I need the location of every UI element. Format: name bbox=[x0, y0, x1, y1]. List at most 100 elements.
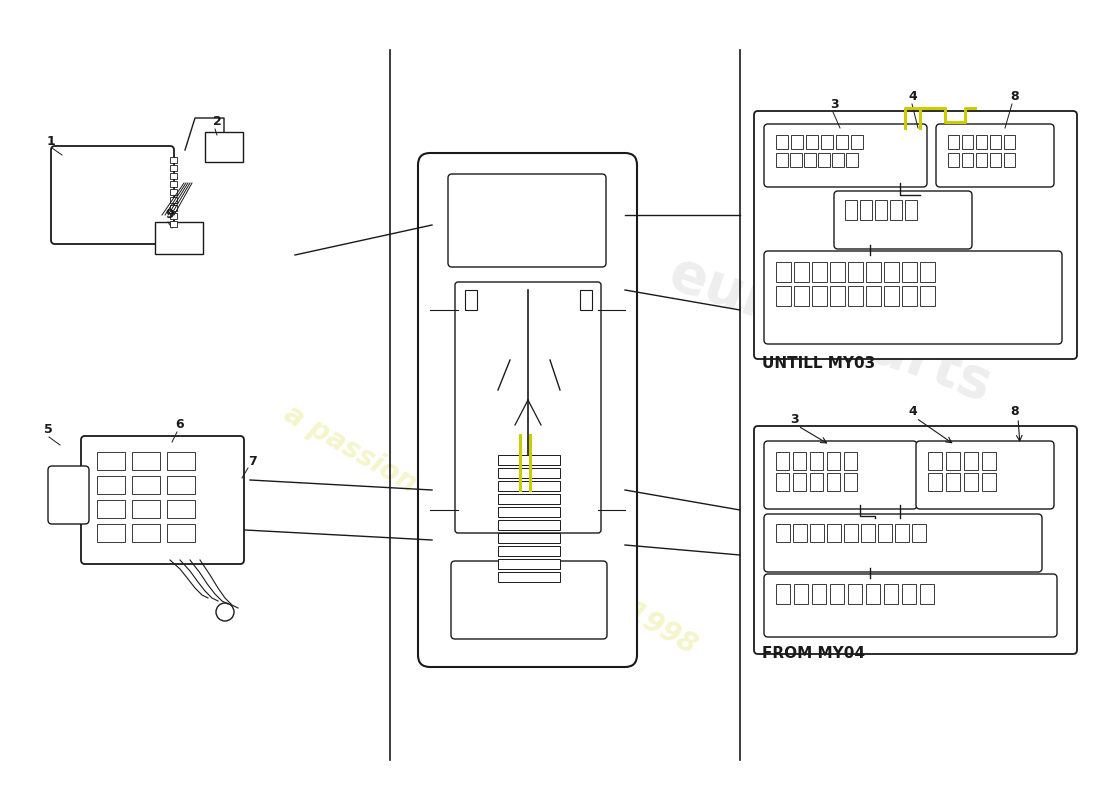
Bar bbox=[848, 584, 862, 604]
Bar bbox=[982, 452, 996, 470]
Bar bbox=[895, 524, 909, 542]
Bar bbox=[844, 524, 858, 542]
Text: 6: 6 bbox=[175, 418, 184, 431]
Bar bbox=[861, 524, 875, 542]
Bar bbox=[848, 286, 864, 306]
Bar bbox=[851, 135, 864, 149]
Bar bbox=[776, 452, 789, 470]
Text: 1: 1 bbox=[47, 135, 56, 148]
Bar bbox=[827, 524, 842, 542]
Text: 3: 3 bbox=[790, 413, 799, 426]
Bar bbox=[810, 452, 823, 470]
Bar bbox=[776, 153, 788, 167]
FancyBboxPatch shape bbox=[754, 426, 1077, 654]
FancyBboxPatch shape bbox=[81, 436, 244, 564]
FancyBboxPatch shape bbox=[754, 111, 1077, 359]
Bar bbox=[806, 135, 818, 149]
Bar bbox=[167, 476, 195, 494]
Bar bbox=[793, 524, 807, 542]
Bar bbox=[170, 221, 177, 227]
Bar bbox=[465, 290, 477, 310]
Bar bbox=[920, 584, 934, 604]
Bar bbox=[866, 262, 881, 282]
FancyBboxPatch shape bbox=[451, 561, 607, 639]
Bar bbox=[818, 153, 830, 167]
Bar bbox=[962, 135, 974, 149]
FancyBboxPatch shape bbox=[418, 153, 637, 667]
Bar bbox=[928, 473, 942, 491]
Bar bbox=[132, 500, 160, 518]
Bar bbox=[928, 452, 942, 470]
Text: 8: 8 bbox=[1010, 90, 1019, 103]
Bar bbox=[905, 200, 917, 220]
Bar bbox=[946, 452, 960, 470]
Bar bbox=[498, 455, 560, 465]
FancyBboxPatch shape bbox=[764, 514, 1042, 572]
FancyBboxPatch shape bbox=[764, 124, 927, 187]
Text: 5: 5 bbox=[44, 423, 53, 436]
Bar bbox=[580, 290, 592, 310]
Bar bbox=[132, 524, 160, 542]
Bar bbox=[790, 153, 802, 167]
Bar bbox=[776, 286, 791, 306]
Bar bbox=[964, 473, 978, 491]
Bar bbox=[97, 452, 125, 470]
FancyBboxPatch shape bbox=[51, 146, 174, 244]
FancyBboxPatch shape bbox=[448, 174, 606, 267]
FancyBboxPatch shape bbox=[834, 191, 972, 249]
Bar bbox=[830, 286, 845, 306]
Bar bbox=[830, 262, 845, 282]
Text: 8: 8 bbox=[1010, 405, 1019, 418]
Bar bbox=[793, 473, 806, 491]
Bar bbox=[170, 205, 177, 211]
Bar bbox=[982, 473, 996, 491]
Bar bbox=[990, 153, 1001, 167]
Bar bbox=[167, 524, 195, 542]
Bar bbox=[920, 262, 935, 282]
Bar bbox=[821, 135, 833, 149]
Bar bbox=[791, 135, 803, 149]
FancyBboxPatch shape bbox=[764, 251, 1062, 344]
Bar bbox=[920, 286, 935, 306]
Bar bbox=[902, 584, 916, 604]
Bar bbox=[866, 584, 880, 604]
FancyBboxPatch shape bbox=[764, 574, 1057, 637]
FancyBboxPatch shape bbox=[916, 441, 1054, 509]
Bar bbox=[884, 584, 898, 604]
Bar bbox=[874, 200, 887, 220]
Bar bbox=[498, 507, 560, 517]
Bar bbox=[170, 189, 177, 195]
Bar bbox=[845, 200, 857, 220]
Bar bbox=[1004, 153, 1015, 167]
Bar bbox=[132, 452, 160, 470]
Bar bbox=[810, 473, 823, 491]
Text: 9: 9 bbox=[165, 208, 174, 221]
Bar bbox=[498, 520, 560, 530]
Bar bbox=[97, 476, 125, 494]
Bar bbox=[794, 286, 808, 306]
Bar bbox=[827, 473, 840, 491]
Bar bbox=[844, 473, 857, 491]
Bar bbox=[776, 524, 790, 542]
Bar bbox=[498, 546, 560, 556]
Bar bbox=[946, 473, 960, 491]
Text: 3: 3 bbox=[830, 98, 838, 111]
Bar bbox=[827, 452, 840, 470]
Bar bbox=[498, 559, 560, 569]
Text: UNTILL MY03: UNTILL MY03 bbox=[762, 356, 876, 371]
Bar bbox=[976, 153, 987, 167]
Bar bbox=[498, 481, 560, 491]
Text: 4: 4 bbox=[908, 405, 916, 418]
Bar bbox=[810, 524, 824, 542]
Text: 4: 4 bbox=[908, 90, 916, 103]
Bar bbox=[804, 153, 816, 167]
Bar bbox=[170, 165, 177, 171]
Text: a passion for parts since 1998: a passion for parts since 1998 bbox=[278, 400, 702, 660]
Bar bbox=[1004, 135, 1015, 149]
Bar bbox=[776, 584, 790, 604]
FancyBboxPatch shape bbox=[764, 441, 917, 509]
Bar bbox=[964, 452, 978, 470]
Text: FROM MY04: FROM MY04 bbox=[762, 646, 865, 661]
Bar bbox=[794, 584, 808, 604]
Bar bbox=[846, 153, 858, 167]
